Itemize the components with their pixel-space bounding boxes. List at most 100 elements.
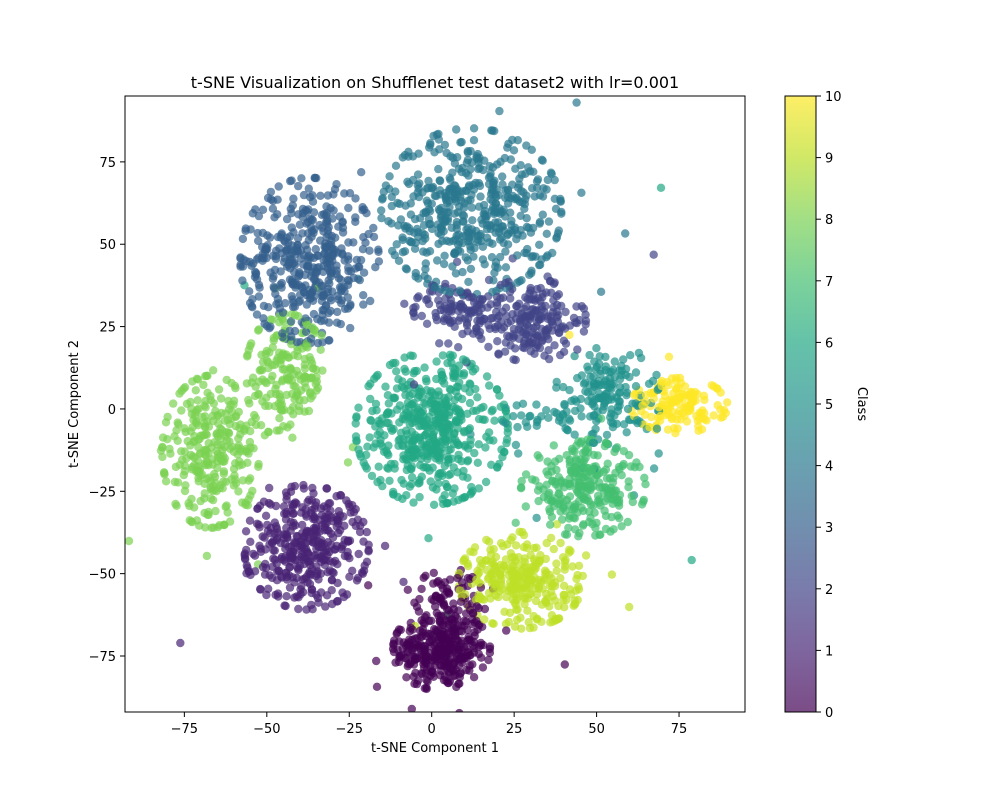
x-tick-label: −75 bbox=[171, 722, 198, 737]
scatter-point bbox=[289, 402, 298, 412]
scatter-point bbox=[501, 263, 511, 272]
scatter-point bbox=[306, 334, 316, 343]
scatter-point bbox=[489, 276, 498, 285]
scatter-point bbox=[572, 98, 581, 107]
scatter-point bbox=[311, 379, 320, 389]
scatter-point bbox=[574, 585, 584, 594]
scatter-point bbox=[292, 592, 301, 601]
scatter-point bbox=[244, 476, 253, 485]
scatter-point bbox=[290, 538, 300, 548]
scatter-point bbox=[517, 170, 526, 179]
scatter-point bbox=[547, 316, 556, 326]
scatter-point bbox=[358, 245, 368, 254]
scatter-point bbox=[556, 350, 565, 360]
scatter-point bbox=[316, 345, 325, 354]
x-axis: −75 −50 −25 0 25 50 75 bbox=[171, 712, 687, 737]
scatter-point bbox=[413, 170, 423, 179]
scatter-point bbox=[352, 436, 361, 445]
scatter-point bbox=[325, 267, 335, 276]
scatter-point bbox=[372, 682, 382, 691]
scatter-point bbox=[320, 209, 329, 219]
scatter-point bbox=[364, 581, 373, 590]
scatter-point bbox=[574, 561, 584, 570]
scatter-point bbox=[526, 286, 535, 295]
x-tick-label: 25 bbox=[506, 722, 523, 737]
scatter-point bbox=[572, 441, 581, 450]
scatter-point bbox=[344, 263, 353, 272]
scatter-point bbox=[158, 442, 167, 452]
scatter-point bbox=[548, 248, 557, 258]
scatter-point bbox=[346, 508, 355, 517]
scatter-point bbox=[477, 295, 487, 305]
scatter-point bbox=[628, 497, 637, 507]
scatter-point bbox=[522, 222, 532, 232]
scatter-point bbox=[405, 454, 414, 464]
scatter-point bbox=[281, 568, 291, 578]
scatter-point bbox=[394, 221, 403, 230]
scatter-point bbox=[649, 250, 658, 259]
scatter-point bbox=[322, 545, 332, 554]
scatter-point bbox=[440, 672, 449, 681]
scatter-point bbox=[446, 317, 455, 326]
scatter-point bbox=[440, 601, 449, 610]
y-tick-label: 0 bbox=[108, 403, 116, 418]
scatter-point bbox=[486, 314, 496, 323]
scatter-point bbox=[436, 618, 445, 628]
scatter-point bbox=[489, 619, 498, 628]
scatter-point bbox=[550, 457, 560, 466]
scatter-point bbox=[501, 247, 510, 256]
scatter-point bbox=[450, 484, 459, 493]
scatter-point bbox=[477, 304, 486, 313]
scatter-point bbox=[268, 204, 278, 213]
scatter-point bbox=[565, 416, 575, 425]
scatter-point bbox=[400, 247, 410, 256]
scatter-point bbox=[603, 459, 612, 468]
scatter-point bbox=[194, 467, 203, 476]
scatter-point bbox=[287, 209, 296, 218]
scatter-point bbox=[414, 149, 423, 158]
scatter-point bbox=[268, 343, 277, 352]
scatter-point bbox=[352, 413, 361, 422]
scatter-point bbox=[421, 207, 430, 216]
scatter-point bbox=[289, 381, 298, 391]
scatter-point bbox=[395, 401, 405, 410]
scatter-point bbox=[428, 463, 437, 472]
scatter-point bbox=[292, 562, 302, 572]
scatter-point bbox=[488, 163, 498, 172]
scatter-point bbox=[193, 396, 202, 405]
scatter-point bbox=[421, 374, 431, 384]
scatter-point bbox=[399, 577, 408, 587]
scatter-point bbox=[405, 626, 414, 636]
scatter-point bbox=[664, 352, 674, 361]
scatter-point bbox=[256, 365, 265, 374]
scatter-point bbox=[538, 210, 547, 219]
scatter-point bbox=[337, 299, 346, 308]
scatter-point bbox=[392, 240, 401, 249]
scatter-point bbox=[280, 601, 289, 610]
scatter-point bbox=[552, 566, 561, 576]
scatter-point bbox=[450, 249, 459, 259]
scatter-point bbox=[417, 311, 426, 321]
scatter-point bbox=[185, 501, 194, 511]
scatter-point bbox=[374, 462, 383, 471]
scatter-point bbox=[409, 380, 419, 389]
y-tick-label: 25 bbox=[99, 321, 116, 336]
scatter-point bbox=[621, 229, 630, 238]
scatter-point bbox=[279, 555, 288, 565]
scatter-point bbox=[577, 412, 586, 421]
scatter-point bbox=[172, 501, 181, 510]
scatter-point bbox=[264, 427, 273, 436]
scatter-point bbox=[508, 333, 518, 343]
scatter-point bbox=[496, 539, 506, 548]
scatter-point bbox=[313, 314, 322, 324]
scatter-point bbox=[407, 462, 417, 471]
scatter-point bbox=[268, 538, 277, 548]
y-tick-label: −50 bbox=[89, 568, 116, 583]
scatter-point bbox=[345, 572, 354, 581]
scatter-point bbox=[334, 507, 343, 516]
scatter-point bbox=[320, 249, 330, 258]
scatter-point bbox=[386, 424, 396, 433]
scatter-point bbox=[404, 179, 414, 189]
scatter-point bbox=[263, 193, 273, 203]
